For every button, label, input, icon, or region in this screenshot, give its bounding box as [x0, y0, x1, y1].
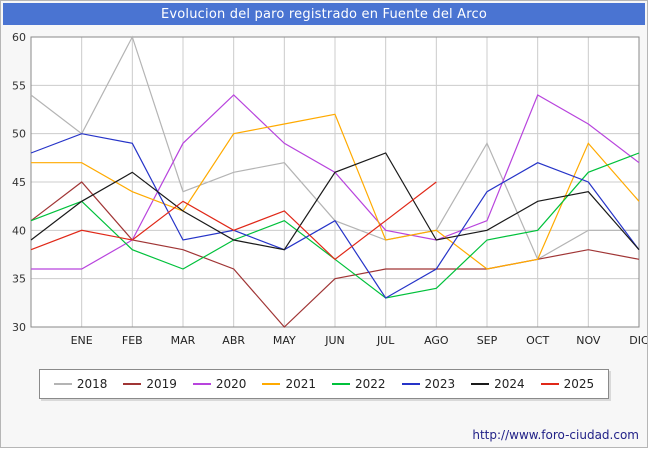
legend-item-2022: 2022	[332, 377, 386, 391]
legend-label-2020: 2020	[215, 377, 247, 391]
y-tick-label: 55	[12, 79, 26, 92]
series-line-2025	[30, 181, 437, 261]
plot-border	[30, 36, 640, 328]
y-tick-label: 40	[12, 224, 26, 237]
x-tick-label: JUN	[324, 334, 345, 347]
y-tick-label: 45	[12, 176, 26, 189]
series-line-2024	[30, 152, 640, 251]
y-tick-label: 50	[12, 128, 26, 141]
footer: http://www.foro-ciudad.com	[472, 428, 639, 442]
legend-item-2025: 2025	[540, 377, 595, 391]
legend-label-2021: 2021	[285, 377, 316, 391]
x-tick-label: MAY	[273, 334, 296, 347]
chart-title: Evolucion del paro registrado en Fuente …	[160, 6, 488, 22]
x-tick-label: ABR	[222, 334, 245, 347]
legend-swatch-2022	[332, 383, 350, 385]
legend-item-2023: 2023	[401, 377, 456, 391]
legend-label-2019: 2019	[146, 377, 177, 391]
y-tick-label: 60	[12, 31, 26, 44]
legend-item-2020: 2020	[192, 377, 247, 391]
x-tick-label: MAR	[171, 334, 196, 347]
legend-swatch-2024	[471, 383, 490, 385]
x-tick-label: NOV	[576, 334, 601, 347]
legend-item-2019: 2019	[123, 377, 177, 391]
legend-item-2024: 2024	[471, 377, 525, 391]
legend-swatch-2023	[401, 383, 420, 385]
series-line-2023	[30, 133, 640, 299]
legend-swatch-2019	[123, 383, 142, 385]
legend-item-2018: 2018	[53, 377, 108, 391]
legend-item-2021: 2021	[262, 377, 316, 391]
legend-label-2018: 2018	[76, 377, 108, 391]
y-tick-label: 35	[12, 273, 26, 286]
x-tick-label: SEP	[477, 334, 498, 347]
x-tick-label: ENE	[71, 334, 93, 347]
legend-label-2024: 2024	[494, 377, 525, 391]
x-tick-label: OCT	[526, 334, 549, 347]
legend-swatch-2025	[540, 383, 559, 385]
series-line-2021	[31, 113, 640, 270]
y-tick-label: 30	[12, 321, 26, 334]
x-tick-label: AGO	[424, 334, 449, 347]
legend-swatch-2021	[262, 383, 281, 385]
legend-swatch-2018	[53, 383, 72, 385]
legend-label-2025: 2025	[563, 377, 595, 391]
x-tick-label: JUL	[376, 334, 395, 347]
line-chart-canvas: 30 35 40 45 50 55 60 ENE FEB MAR ABR MAY JUN JUL AGO SE…	[1, 27, 648, 359]
footer-link[interactable]: http://www.foro-ciudad.com	[472, 428, 639, 442]
legend-swatch-2020	[192, 383, 211, 385]
legend-container: 2018 2019 2020 2021 2022 2023 2024 2025	[1, 369, 647, 399]
chart-legend: 2018 2019 2020 2021 2022 2023 2024 2025	[38, 369, 610, 399]
legend-label-2023: 2023	[424, 377, 456, 391]
chart-title-bar: Evolucion del paro registrado en Fuente …	[3, 3, 645, 25]
legend-label-2022: 2022	[355, 377, 386, 391]
x-tick-label: FEB	[122, 334, 143, 347]
x-tick-label: DIC	[629, 334, 648, 347]
